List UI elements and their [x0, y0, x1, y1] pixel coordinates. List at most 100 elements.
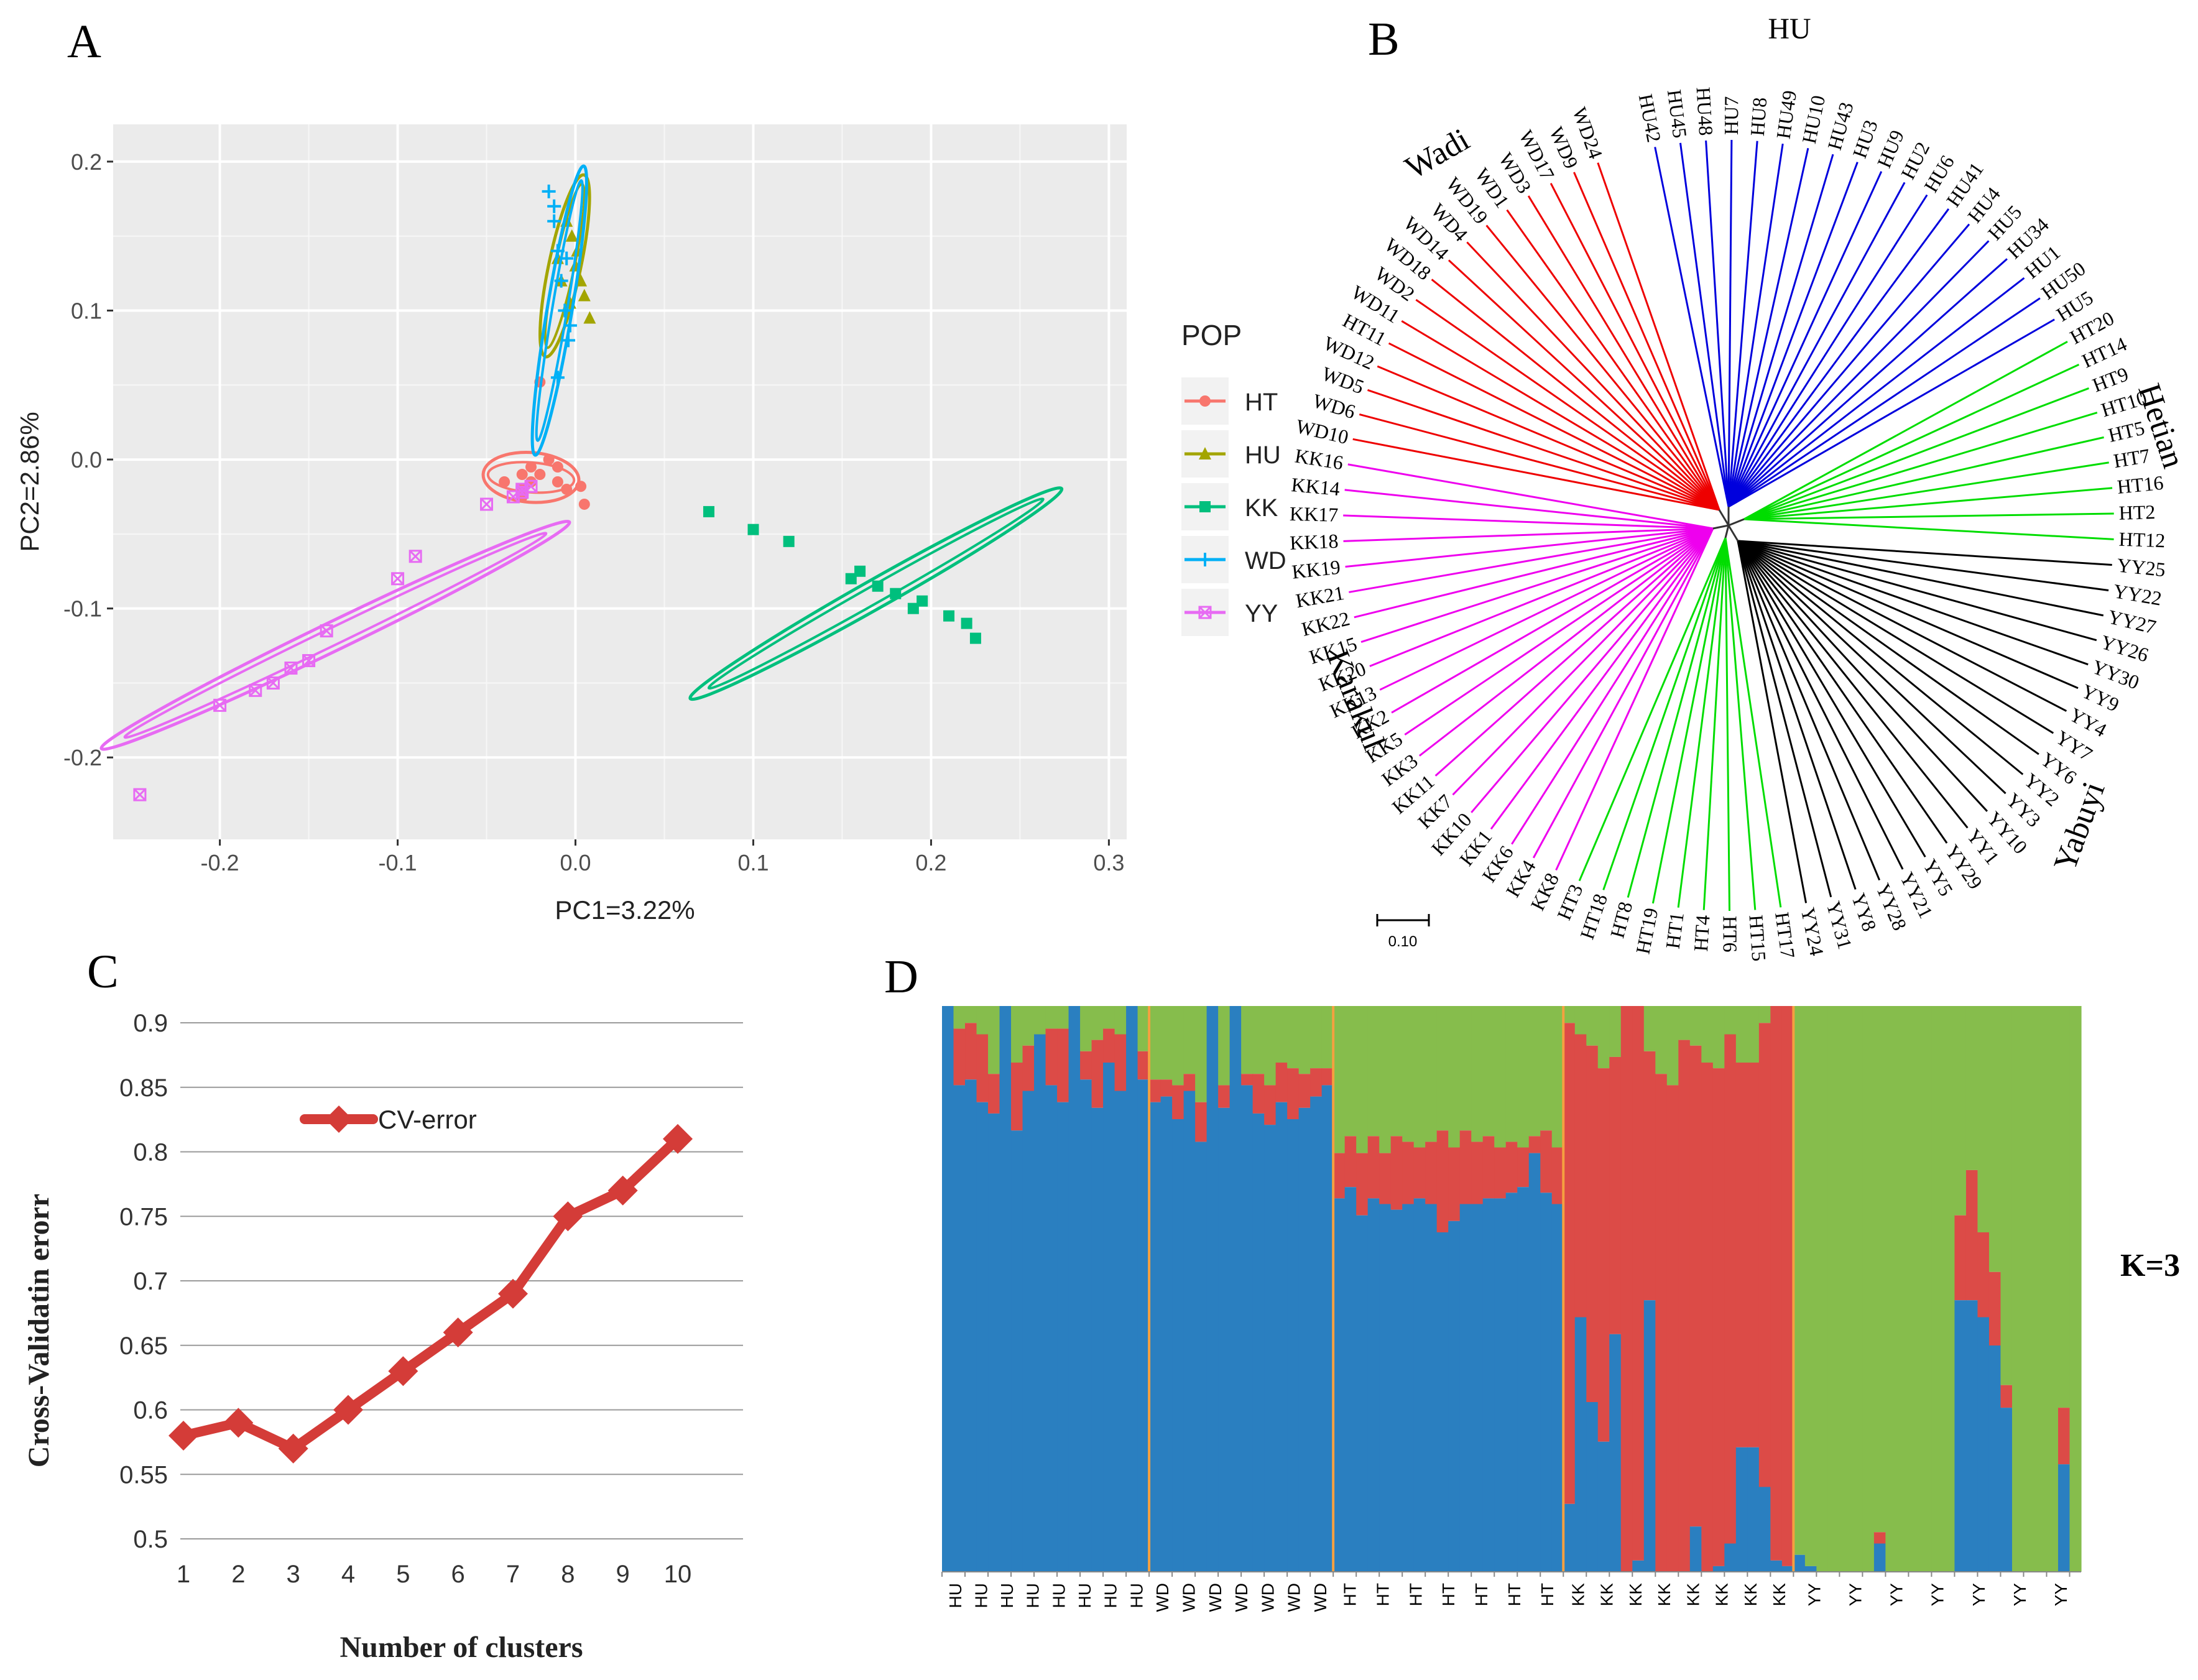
tree-branch: [1724, 537, 1731, 912]
cv-x-tick-label: 3: [287, 1561, 300, 1588]
admixture-bar-blue: [1333, 1198, 1346, 1572]
tree-branch: [1404, 527, 1714, 736]
tree-leaf-label: HT17: [1771, 911, 1799, 960]
tree-leaf-label: HU8: [1746, 96, 1771, 137]
tree-branch: [1527, 195, 1720, 510]
pca-point: [320, 624, 333, 638]
pca-point: [854, 565, 866, 577]
pca-point: [783, 535, 795, 547]
admixture-x-label: HU: [1127, 1583, 1146, 1608]
tree-branch: [1727, 141, 1758, 507]
admixture-x-label: WD: [1206, 1583, 1225, 1612]
admixture-bar-green: [1057, 1006, 1069, 1029]
tree-branch: [1743, 461, 2109, 520]
admixture-bar-red: [1701, 1063, 1714, 1572]
admixture-bar-green: [1448, 1006, 1461, 1148]
pca-point: [249, 683, 262, 697]
pca-point: [943, 610, 955, 622]
pca-point: [552, 461, 563, 473]
admixture-bar-blue: [1275, 1102, 1288, 1572]
admixture-bar-green: [1666, 1006, 1679, 1086]
admixture-bar-blue: [1643, 1300, 1656, 1572]
admixture-bar-red: [1747, 1063, 1760, 1447]
pca-point: [554, 274, 568, 288]
admixture-bar-blue: [1080, 1079, 1092, 1572]
admixture-bar-blue: [1068, 1006, 1081, 1572]
admixture-bar-red: [1425, 1142, 1438, 1204]
admixture-bar-green: [2069, 1006, 2082, 1572]
tree-branch: [1737, 540, 1857, 890]
admixture-panel: HU HU HU HU HU HU HU HU WD WD WD WD WD WD WD HT HT HT HT HT…: [941, 1006, 2180, 1612]
admixture-bar-blue: [1425, 1204, 1438, 1572]
admixture-bar-blue: [1436, 1232, 1449, 1572]
admixture-bar-red: [1310, 1068, 1323, 1097]
panel-b-letter: B: [1368, 13, 1400, 65]
admixture-x-label: KK: [1683, 1583, 1702, 1607]
pca-point: [547, 214, 561, 228]
pca-legend-label-kk: KK: [1245, 494, 1278, 522]
cv-x-tick-label: 6: [451, 1561, 465, 1588]
admixture-bar-green: [1873, 1006, 1886, 1533]
admixture-bar-blue: [1574, 1317, 1587, 1572]
admixture-bar-red: [988, 1074, 1000, 1114]
pca-point: [391, 572, 405, 586]
tree-branch: [1743, 487, 2113, 520]
pca-gridlines: [113, 124, 1127, 839]
admixture-bar-red: [1574, 1034, 1587, 1318]
tree-branch: [1597, 162, 1720, 510]
admixture-bar-red: [1103, 1028, 1115, 1063]
pca-panel: -0.2 -0.1 0.0 0.1 0.2 0.3 -0.2 -0.1 0.0 0.1 0.2 PC…: [15, 124, 1286, 925]
admixture-x-label: HU: [997, 1583, 1017, 1608]
admixture-bar-green: [1954, 1006, 1967, 1216]
pca-point: [561, 333, 576, 348]
tree-group-wadi: Wadi: [1400, 122, 1475, 187]
cv-error-panel: 0.5 0.55 0.6 0.65 0.7 0.75 0.8 0.85 0.9 1 2 3 4 5 6 7 8 9…: [22, 1010, 743, 1664]
pca-legend-marker-ht: [1199, 395, 1211, 407]
tree-branch: [1532, 528, 1714, 859]
cv-x-tick-label: 9: [616, 1561, 630, 1588]
admixture-bar-red: [1620, 1006, 1633, 1572]
admixture-bar-red: [976, 1034, 989, 1102]
pca-point: [284, 661, 298, 675]
admixture-x-label: KK: [1770, 1583, 1789, 1607]
admixture-bar-green: [1436, 1006, 1449, 1131]
pca-point: [747, 524, 759, 535]
tree-branch: [1727, 208, 1950, 507]
admixture-bar-red: [1724, 1034, 1737, 1544]
tree-group-hu: HU: [1768, 12, 1811, 45]
admixture-bar-green: [1574, 1006, 1587, 1035]
admixture-x-label: HU: [1023, 1583, 1043, 1608]
pca-legend-marker-wd: [1198, 553, 1212, 566]
admixture-pop-labels: HU HU HU HU HU HU HU HU WD WD WD WD WD WD WD HT HT HT HT HT…: [946, 1583, 2071, 1612]
pca-point: [499, 476, 510, 487]
pca-y-tick-label: 0.1: [71, 298, 102, 323]
tree-branch: [1347, 463, 1714, 530]
tree-branch: [1352, 438, 1720, 511]
admixture-bar-blue: [1482, 1198, 1495, 1572]
admixture-bar-red: [1551, 1147, 1564, 1204]
admixture-bar-green: [1793, 1006, 1806, 1555]
tree-branch: [1737, 540, 1969, 829]
tree-branch: [1448, 259, 1720, 511]
cv-y-tick-label: 0.65: [119, 1332, 168, 1360]
pca-ellipse-yy: [99, 520, 571, 751]
admixture-bar-blue: [1390, 1209, 1403, 1572]
admixture-bar-blue: [1218, 1107, 1231, 1572]
admixture-bar-green: [1379, 1006, 1392, 1153]
admixture-bar-green: [1712, 1006, 1725, 1069]
admixture-bar-red: [1275, 1063, 1288, 1102]
tree-internal-branch: [1724, 525, 1730, 538]
tree-branch: [1743, 436, 2104, 520]
admixture-bar-blue: [1689, 1526, 1702, 1572]
tree-leaf-label: KK14: [1290, 473, 1341, 500]
admixture-bar-blue: [1977, 1317, 1990, 1572]
cv-ticks: 0.5 0.55 0.6 0.65 0.7 0.75 0.8 0.85 0.9 1 2 3 4 5 6 7 8 9…: [119, 1010, 691, 1588]
admixture-bar-blue: [1494, 1198, 1507, 1572]
cv-series: [169, 1124, 693, 1464]
cv-error-point: [278, 1433, 308, 1464]
admixture-bar-red: [1172, 1085, 1184, 1119]
admixture-x-label: KK: [1655, 1583, 1674, 1607]
admixture-bar-green: [1540, 1006, 1553, 1131]
admixture-bar-blue: [1517, 1187, 1530, 1572]
